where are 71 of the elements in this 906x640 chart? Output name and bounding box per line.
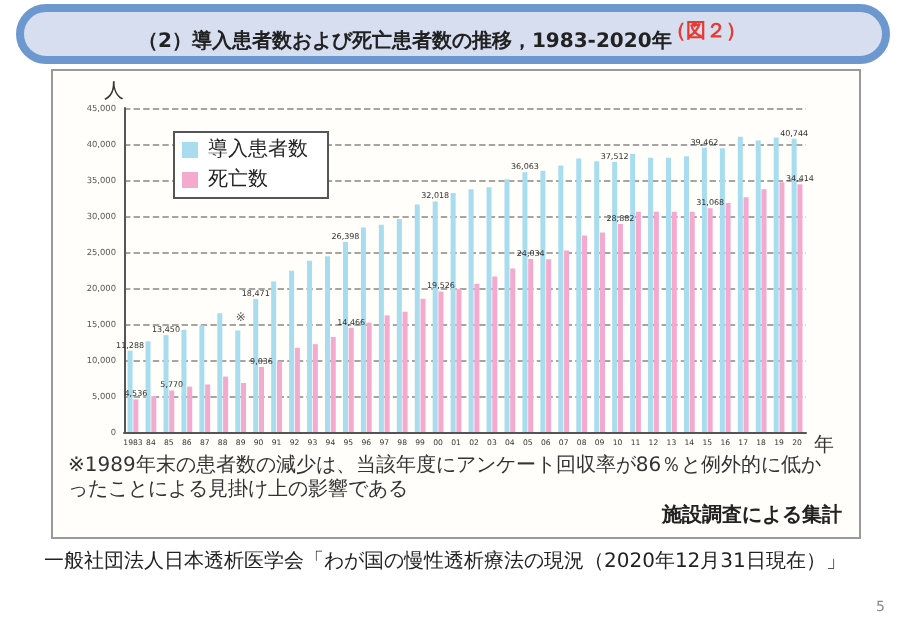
bar <box>199 325 205 432</box>
bar <box>133 399 139 432</box>
bar <box>181 329 187 432</box>
bar <box>558 165 564 432</box>
bar <box>635 211 641 432</box>
bar <box>241 383 247 432</box>
bar <box>289 270 295 432</box>
bar <box>797 184 803 432</box>
bar <box>312 344 318 432</box>
bar <box>205 384 211 432</box>
legend-label: 死亡数 <box>208 167 268 191</box>
bar <box>630 154 636 432</box>
text: ※1989年末の患者数の減少は、当該年度にアンケート回収率が86％と例外的に低かったことによる見掛け上の影響である <box>68 453 822 501</box>
bar <box>187 386 193 432</box>
bar <box>546 259 552 432</box>
bar <box>492 276 498 432</box>
bar <box>145 341 151 432</box>
bar <box>307 260 313 432</box>
bar <box>504 179 510 432</box>
bar <box>474 283 480 432</box>
bar <box>217 313 223 432</box>
bar <box>456 288 462 432</box>
bar <box>348 327 354 432</box>
bar <box>648 157 654 432</box>
bar <box>235 330 241 432</box>
bar <box>276 361 282 432</box>
bar <box>755 140 761 432</box>
legend-label: 導入患者数 <box>208 137 308 161</box>
bar <box>599 232 605 432</box>
bar <box>683 156 689 432</box>
text: 一般社団法人日本透析医学会「わが国の慢性透析療法の現況（2020年12月31日現在）」 <box>44 549 846 573</box>
bar <box>384 315 390 432</box>
bar <box>671 211 677 432</box>
bar <box>330 336 336 432</box>
bar <box>725 203 731 432</box>
bar <box>761 189 767 432</box>
bar <box>510 268 516 432</box>
bar <box>486 187 492 432</box>
bar <box>169 390 175 432</box>
bar <box>779 182 785 432</box>
bar <box>564 250 570 432</box>
y-axis-title: 人 <box>104 81 124 103</box>
bar <box>396 218 402 432</box>
bar <box>594 161 600 432</box>
x-axis-title: 年 <box>813 433 834 457</box>
bar <box>414 204 420 432</box>
bar <box>438 291 444 432</box>
bar <box>737 136 743 432</box>
bar <box>707 208 713 432</box>
bar <box>223 376 229 432</box>
bar <box>402 311 408 432</box>
bar <box>528 258 534 432</box>
bar <box>576 158 582 432</box>
bar <box>258 366 264 432</box>
bar <box>666 157 672 432</box>
bar <box>468 189 474 432</box>
bar <box>325 256 331 432</box>
bar <box>689 211 695 432</box>
bar <box>743 197 749 432</box>
bar <box>378 224 384 432</box>
bar <box>366 322 372 432</box>
bar <box>653 211 659 432</box>
bar <box>420 298 426 432</box>
bar <box>617 224 623 432</box>
bar <box>582 235 588 432</box>
text: 施設調査による集計 <box>660 503 842 527</box>
bar <box>294 347 300 432</box>
bar <box>271 281 277 432</box>
bar <box>540 170 546 432</box>
bar <box>151 396 157 432</box>
bar <box>773 137 779 432</box>
